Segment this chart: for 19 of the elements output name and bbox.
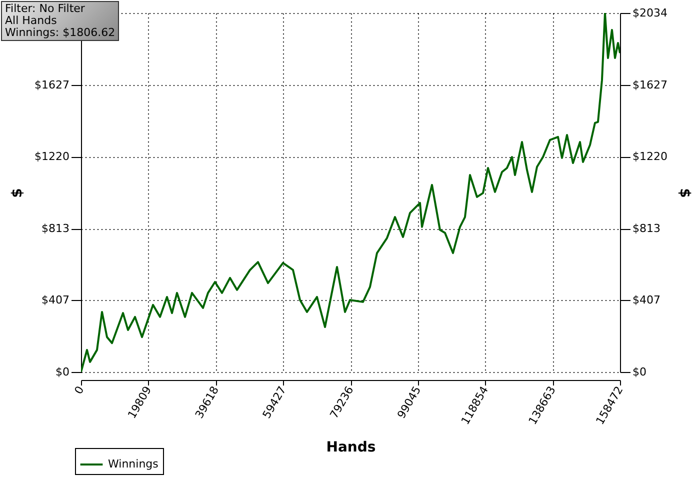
y2-tick-label: $2034 xyxy=(632,6,668,20)
y-axis-title: $ xyxy=(10,188,26,198)
y-tick-label: $1220 xyxy=(34,150,70,164)
y2-tick-label: $0 xyxy=(632,366,646,378)
y-tick-label: $407 xyxy=(42,294,70,307)
x-axis-title: Hands xyxy=(326,439,376,456)
y2-tick-label: $1220 xyxy=(632,150,668,164)
y2-tick-label: $1627 xyxy=(632,78,668,92)
x-tick-label: 0 xyxy=(72,384,87,397)
y-tick-label: $813 xyxy=(42,222,70,236)
y-tick-label: $0 xyxy=(56,366,70,378)
annotation: Winnings: $1806.62 xyxy=(5,26,116,39)
y2-tick-label: $407 xyxy=(632,294,660,307)
y2-tick-label: $813 xyxy=(632,222,660,236)
y2-axis-title: $ xyxy=(676,188,692,198)
text: All Hands xyxy=(5,14,58,27)
legend-label: Winnings xyxy=(108,458,159,470)
annotation: Filter: No Filter xyxy=(5,2,86,15)
y-tick-label: $1627 xyxy=(34,78,70,92)
